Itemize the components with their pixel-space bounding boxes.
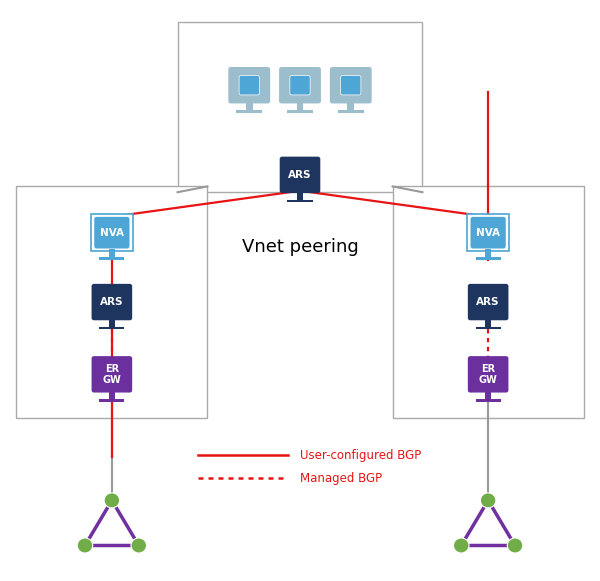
FancyBboxPatch shape xyxy=(330,67,371,103)
Text: NVA: NVA xyxy=(476,228,500,238)
Bar xyxy=(338,110,364,113)
FancyBboxPatch shape xyxy=(470,217,506,249)
FancyBboxPatch shape xyxy=(290,76,310,95)
FancyBboxPatch shape xyxy=(468,284,508,320)
Bar xyxy=(476,399,500,401)
Bar xyxy=(296,101,304,110)
Bar xyxy=(16,187,208,418)
FancyBboxPatch shape xyxy=(468,356,508,393)
Text: ARS: ARS xyxy=(288,170,312,180)
Circle shape xyxy=(454,538,469,553)
Bar xyxy=(485,249,491,257)
Text: Managed BGP: Managed BGP xyxy=(300,472,382,485)
Text: ER
GW: ER GW xyxy=(479,364,497,385)
FancyBboxPatch shape xyxy=(341,76,361,95)
Text: ARS: ARS xyxy=(100,297,124,307)
Text: Vnet peering: Vnet peering xyxy=(242,238,358,256)
Bar xyxy=(485,318,491,327)
FancyBboxPatch shape xyxy=(94,217,130,249)
FancyBboxPatch shape xyxy=(229,67,270,103)
Text: User-configured BGP: User-configured BGP xyxy=(300,449,421,462)
Text: ER
GW: ER GW xyxy=(103,364,121,385)
FancyBboxPatch shape xyxy=(239,76,259,95)
Bar xyxy=(109,318,115,327)
Bar xyxy=(297,191,303,200)
Text: NVA: NVA xyxy=(100,228,124,238)
Circle shape xyxy=(481,493,496,508)
FancyBboxPatch shape xyxy=(92,356,132,393)
Circle shape xyxy=(77,538,93,553)
Bar xyxy=(476,327,500,329)
Bar xyxy=(100,257,124,260)
Bar xyxy=(100,327,124,329)
Bar xyxy=(287,200,313,202)
Bar xyxy=(347,101,354,110)
FancyBboxPatch shape xyxy=(279,67,321,103)
Bar xyxy=(392,187,584,418)
Bar xyxy=(246,101,253,110)
Bar xyxy=(100,399,124,401)
FancyBboxPatch shape xyxy=(91,214,133,252)
Circle shape xyxy=(131,538,146,553)
FancyBboxPatch shape xyxy=(280,157,320,193)
Bar xyxy=(476,257,500,260)
Bar xyxy=(287,110,313,113)
Bar xyxy=(109,390,115,399)
Circle shape xyxy=(507,538,523,553)
FancyBboxPatch shape xyxy=(467,214,509,252)
Bar xyxy=(236,110,262,113)
Text: ARS: ARS xyxy=(476,297,500,307)
Bar xyxy=(485,390,491,399)
Circle shape xyxy=(104,493,119,508)
Bar xyxy=(178,21,422,192)
Bar xyxy=(109,249,115,257)
FancyBboxPatch shape xyxy=(92,284,132,320)
